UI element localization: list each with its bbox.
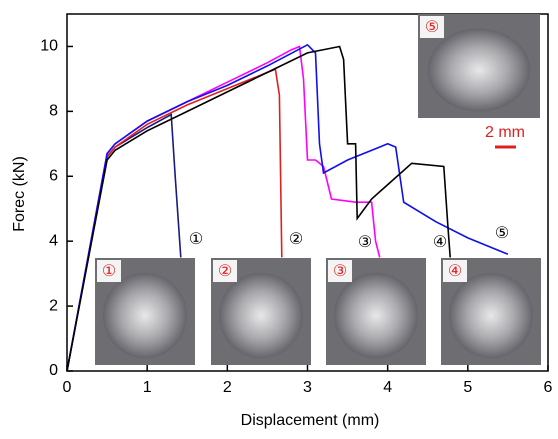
inset-label-box xyxy=(213,260,237,282)
annotation: ① xyxy=(189,231,203,248)
y-tick-label: 8 xyxy=(49,103,58,120)
inset-label-box xyxy=(443,260,467,282)
inset-label: ④ xyxy=(448,263,462,280)
inset-label-box xyxy=(420,16,444,38)
inset-label: ① xyxy=(102,263,116,280)
x-tick-label: 6 xyxy=(544,379,553,396)
x-tick-label: 0 xyxy=(63,379,72,396)
x-tick-label: 5 xyxy=(463,379,472,396)
inset-label-box xyxy=(97,260,121,282)
inset-crater xyxy=(449,272,533,359)
scale-bar-label: 2 mm xyxy=(485,124,525,141)
line-series xyxy=(66,45,451,372)
inset-crater xyxy=(219,272,303,359)
line-series xyxy=(66,43,509,372)
inset-label: ⑤ xyxy=(425,19,439,36)
annotation: ④ xyxy=(433,234,447,251)
inset-label-box xyxy=(328,260,352,282)
inset-label: ③ xyxy=(333,263,347,280)
y-axis-label: Forec (kN) xyxy=(11,156,28,232)
annotation: ③ xyxy=(358,234,372,251)
x-tick-label: 3 xyxy=(303,379,312,396)
annotation: ⑤ xyxy=(495,225,509,242)
y-tick-label: 4 xyxy=(49,232,58,249)
x-tick-label: 4 xyxy=(383,379,392,396)
inset-crater xyxy=(103,272,187,359)
y-tick-label: 2 xyxy=(49,297,58,314)
inset-crater xyxy=(427,28,531,112)
x-tick-label: 2 xyxy=(223,379,232,396)
inset-crater xyxy=(334,272,418,359)
annotation: ② xyxy=(289,231,303,248)
x-tick-label: 1 xyxy=(143,379,152,396)
line-series xyxy=(66,68,283,372)
x-axis-label: Displacement (mm) xyxy=(241,412,380,429)
inset-label: ② xyxy=(218,263,232,280)
plot-frame xyxy=(66,13,549,372)
y-tick-label: 10 xyxy=(40,38,58,55)
y-tick-label: 0 xyxy=(49,362,58,379)
y-tick-label: 6 xyxy=(49,167,58,184)
